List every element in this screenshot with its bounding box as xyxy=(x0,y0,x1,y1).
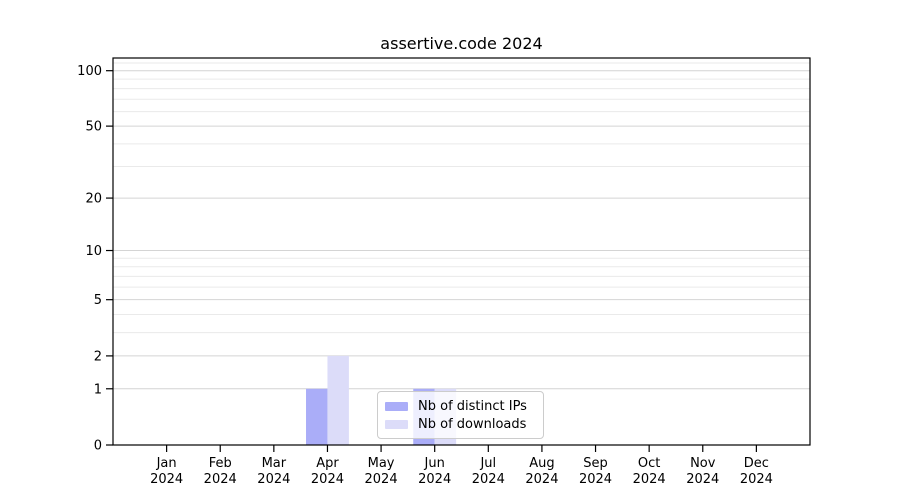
x-tick-label-year: 2024 xyxy=(204,472,237,487)
x-tick-label-year: 2024 xyxy=(365,472,398,487)
y-tick-label: 10 xyxy=(85,244,102,259)
x-tick-label-month: May xyxy=(368,456,395,471)
x-tick-label-year: 2024 xyxy=(633,472,666,487)
bar-downloads-apr xyxy=(327,355,349,445)
x-tick-label-month: Nov xyxy=(690,456,716,471)
legend-item-downloads: Nb of downloads xyxy=(385,416,543,432)
x-tick-label-month: Feb xyxy=(209,456,232,471)
y-tick-label: 50 xyxy=(85,120,102,135)
x-tick-label-month: Mar xyxy=(262,456,287,471)
x-tick-label-year: 2024 xyxy=(257,472,290,487)
x-tick-label-year: 2024 xyxy=(418,472,451,487)
x-tick-label-month: Aug xyxy=(529,456,554,471)
y-tick-label: 5 xyxy=(94,293,102,308)
legend-label-distinct-ips: Nb of distinct IPs xyxy=(418,398,527,414)
legend-item-distinct-ips: Nb of distinct IPs xyxy=(385,398,543,414)
x-tick-label-month: Dec xyxy=(744,456,769,471)
bar-distinct-ips-apr xyxy=(306,388,328,445)
legend: Nb of distinct IPs Nb of downloads xyxy=(377,391,544,439)
x-tick-label-year: 2024 xyxy=(740,472,773,487)
x-tick-label-year: 2024 xyxy=(150,472,183,487)
x-tick-label-year: 2024 xyxy=(525,472,558,487)
y-tick-label: 0 xyxy=(94,439,102,454)
y-tick-label: 20 xyxy=(85,192,102,207)
y-tick-label: 2 xyxy=(94,349,102,364)
legend-swatch-downloads xyxy=(385,419,408,429)
x-tick-label-month: Jun xyxy=(424,456,445,471)
x-tick-label-year: 2024 xyxy=(311,472,344,487)
y-tick-label: 100 xyxy=(77,64,102,79)
x-tick-label-year: 2024 xyxy=(472,472,505,487)
x-tick-label-month: Oct xyxy=(638,456,660,471)
legend-swatch-distinct-ips xyxy=(385,401,408,411)
x-tick-label-year: 2024 xyxy=(579,472,612,487)
x-tick-label-year: 2024 xyxy=(686,472,719,487)
x-tick-label-month: Jan xyxy=(156,456,177,471)
legend-label-downloads: Nb of downloads xyxy=(418,416,527,432)
chart-title: assertive.code 2024 xyxy=(380,34,543,53)
x-tick-label-month: Apr xyxy=(316,456,339,471)
x-tick-label-month: Sep xyxy=(583,456,608,471)
x-tick-label-month: Jul xyxy=(479,456,496,471)
axes-box xyxy=(112,57,811,446)
y-tick-label: 1 xyxy=(94,382,102,397)
